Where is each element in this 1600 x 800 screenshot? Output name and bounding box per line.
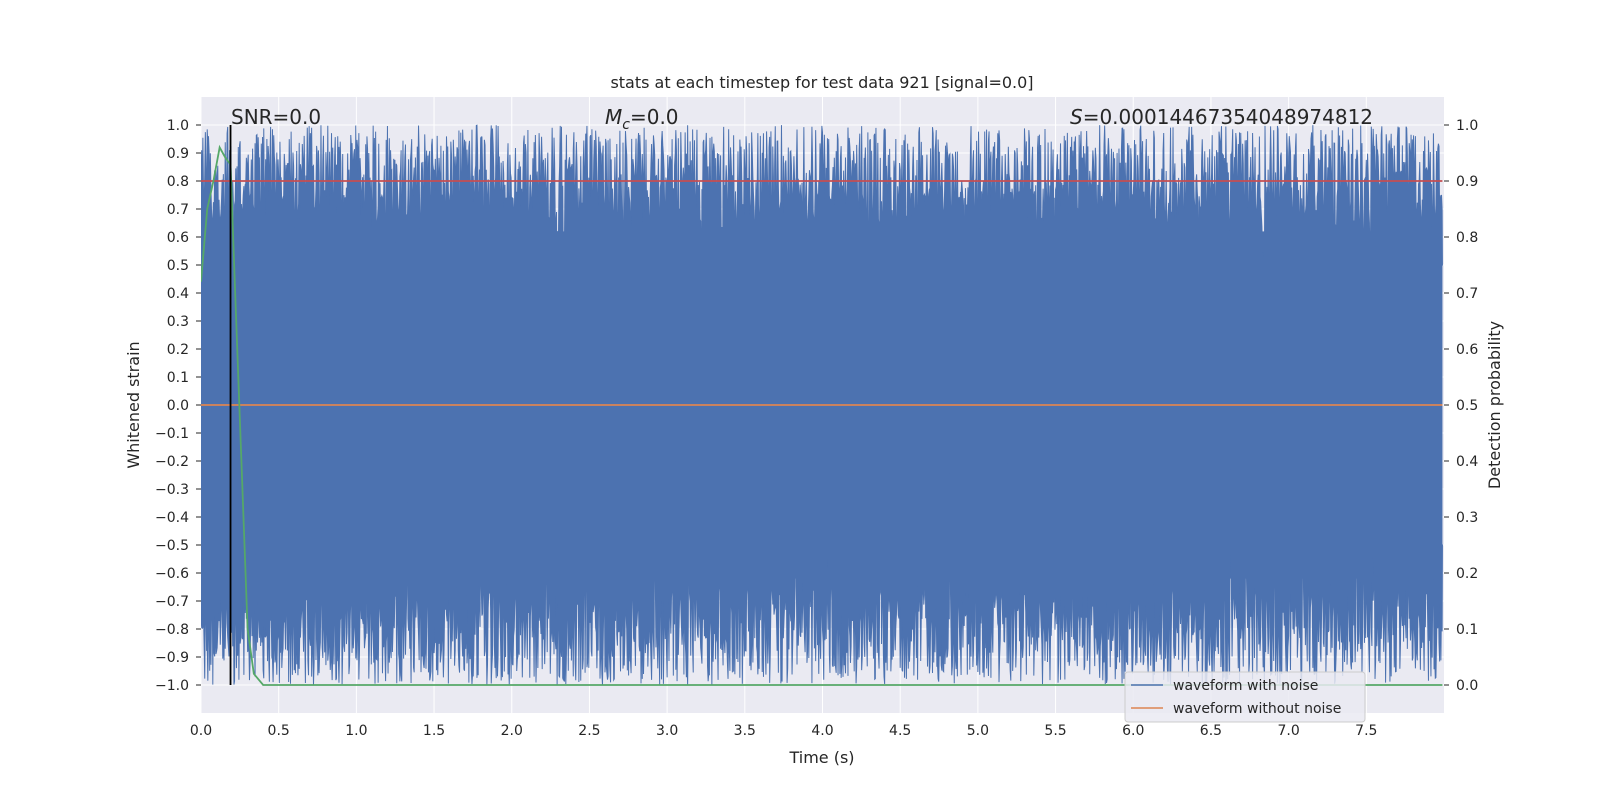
y-left-tick-label: −0.6 xyxy=(155,566,189,582)
x-tick-label: 7.5 xyxy=(1355,723,1377,739)
y-left-tick-label: 0.3 xyxy=(167,314,189,330)
y-left-tick-label: 0.5 xyxy=(167,258,189,274)
mc-annotation: Mc=0.0 xyxy=(605,105,679,133)
legend-label-noise: waveform with noise xyxy=(1173,678,1318,694)
x-tick-label: 3.5 xyxy=(734,723,756,739)
y-right-tick-label: 0.2 xyxy=(1456,566,1478,582)
x-tick-label: 4.0 xyxy=(811,723,833,739)
s-annotation: S=0.00014467354048974812 xyxy=(1070,105,1373,129)
y-left-tick-label: −1.0 xyxy=(155,678,189,694)
y-right-tick-label: 0.7 xyxy=(1456,286,1478,302)
x-tick-label: 7.0 xyxy=(1277,723,1299,739)
x-tick-label: 5.5 xyxy=(1044,723,1066,739)
x-tick-label: 3.0 xyxy=(656,723,678,739)
s-value: =0.00014467354048974812 xyxy=(1083,105,1373,129)
y-left-tick-label: 0.2 xyxy=(167,342,189,358)
chart-title: stats at each timestep for test data 921… xyxy=(610,73,1033,92)
series-detection-probability xyxy=(201,144,1443,686)
x-tick-label: 1.5 xyxy=(423,723,445,739)
y-left-tick-label: −0.5 xyxy=(155,538,189,554)
y-right-tick-label: 0.1 xyxy=(1456,622,1478,638)
x-tick-label: 0.5 xyxy=(268,723,290,739)
y-left-tick-label: −0.4 xyxy=(155,510,189,526)
x-tick-label: 5.0 xyxy=(967,723,989,739)
y-right-tick-label: 0.0 xyxy=(1456,678,1478,694)
y-left-tick-label: 1.0 xyxy=(167,118,189,134)
s-symbol: S xyxy=(1070,105,1083,129)
y-left-tick-label: 0.9 xyxy=(167,146,189,162)
y-axis-label-right: Detection probability xyxy=(1485,321,1504,489)
y-right-tick-label: 0.3 xyxy=(1456,510,1478,526)
noise-upper-envelope xyxy=(201,124,1443,320)
legend: waveform with noise waveform without noi… xyxy=(1124,671,1366,723)
noise-lower-envelope xyxy=(201,461,1443,685)
series-lines xyxy=(201,125,1443,686)
x-tick-label: 4.5 xyxy=(889,723,911,739)
y-right-tick-label: 0.5 xyxy=(1456,398,1478,414)
mc-value: =0.0 xyxy=(630,105,679,129)
y-left-tick-label: −0.1 xyxy=(155,426,189,442)
y-left-tick-label: −0.7 xyxy=(155,594,189,610)
mc-symbol: M xyxy=(605,105,622,129)
y-right-tick-label: 0.6 xyxy=(1456,342,1478,358)
y-left-tick-label: −0.9 xyxy=(155,650,189,666)
y-right-tick-label: 0.4 xyxy=(1456,454,1478,470)
y-axis-label-left: Whitened strain xyxy=(124,341,143,468)
y-left-tick-label: −0.8 xyxy=(155,622,189,638)
y-right-tick-label: 0.8 xyxy=(1456,230,1478,246)
mc-subscript: c xyxy=(622,117,630,133)
y-left-tick-label: −0.3 xyxy=(155,482,189,498)
x-axis-label: Time (s) xyxy=(788,748,854,767)
legend-label-clean: waveform without noise xyxy=(1173,701,1341,717)
y-left-tick-label: 0.8 xyxy=(167,174,189,190)
x-tick-label: 1.0 xyxy=(345,723,367,739)
series-waveform-with-noise xyxy=(201,124,1443,685)
x-tick-label: 6.0 xyxy=(1122,723,1144,739)
y-left-tick-label: 0.0 xyxy=(167,398,189,414)
y-right-tick-label: 0.9 xyxy=(1456,174,1478,190)
y-left-tick-label: −0.2 xyxy=(155,454,189,470)
legend-box xyxy=(1124,671,1366,723)
x-tick-label: 6.5 xyxy=(1200,723,1222,739)
y-left-tick-label: 0.7 xyxy=(167,202,189,218)
axis-ticks: 0.0 0.5 1.0 1.5 2.0 2.5 3.0 3.5 4.0 4.5 5.0 5.5 6.0 6… xyxy=(155,118,1478,739)
x-tick-label: 2.5 xyxy=(578,723,600,739)
x-tick-label: 0.0 xyxy=(190,723,212,739)
y-right-tick-label: 1.0 xyxy=(1456,118,1478,134)
y-left-tick-label: 0.1 xyxy=(167,370,189,386)
snr-annotation: SNR=0.0 xyxy=(231,105,321,129)
x-tick-label: 2.0 xyxy=(501,723,523,739)
y-left-tick-label: 0.6 xyxy=(167,230,189,246)
y-left-tick-label: 0.4 xyxy=(167,286,189,302)
